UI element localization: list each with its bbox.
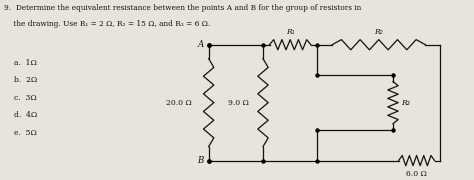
Text: e.  5Ω: e. 5Ω <box>14 129 37 137</box>
Text: A: A <box>198 40 204 49</box>
Text: 9.0 Ω: 9.0 Ω <box>228 99 249 107</box>
Text: c.  3Ω: c. 3Ω <box>14 94 36 102</box>
Text: d.  4Ω: d. 4Ω <box>14 111 37 120</box>
Text: the drawing. Use R₁ = 2 Ω, R₂ = 15 Ω, and R₃ = 6 Ω.: the drawing. Use R₁ = 2 Ω, R₂ = 15 Ω, an… <box>4 20 211 28</box>
Text: 9.  Determine the equivalent resistance between the points A and B for the group: 9. Determine the equivalent resistance b… <box>4 4 362 12</box>
Text: R₃: R₃ <box>401 99 410 107</box>
Text: a.  1Ω: a. 1Ω <box>14 59 37 67</box>
Text: 20.0 Ω: 20.0 Ω <box>166 99 192 107</box>
Text: R₂: R₂ <box>374 28 383 36</box>
Text: 6.0 Ω: 6.0 Ω <box>406 170 427 178</box>
Text: B: B <box>198 156 204 165</box>
Text: b.  2Ω: b. 2Ω <box>14 76 37 84</box>
Text: R₁: R₁ <box>286 28 294 36</box>
